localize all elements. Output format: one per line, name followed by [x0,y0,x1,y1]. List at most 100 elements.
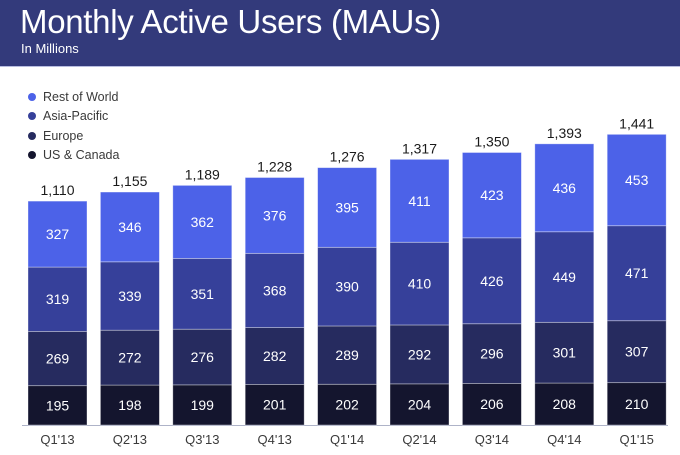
chart-title: Monthly Active Users (MAUs) [20,3,441,40]
total-value-label: 1,317 [402,140,437,156]
bar-segment-europe [606,320,667,384]
legend-swatch [28,112,36,121]
legend-label: Asia-Pacific [43,109,109,124]
segment-value-label: 292 [408,346,432,362]
bar-segment-europe [27,331,88,387]
legend-swatch [28,131,36,140]
legend-swatch [28,92,36,101]
legend-label: US & Canada [43,148,120,163]
bar-segment-rest-of-world [317,167,378,248]
bar-segment-asia-pacific [27,266,88,332]
bar-q2-13: 198 272 339 346 1,155 Q2'13 [100,173,160,447]
segment-value-label: 199 [191,397,215,413]
bar-segment-europe [100,329,160,386]
segment-value-label: 449 [553,269,577,285]
bar-segment-europe [534,321,595,384]
segment-value-label: 202 [335,397,359,413]
segment-value-label: 453 [625,172,649,188]
segment-value-label: 201 [263,397,287,413]
bar-segment-us-canada [172,384,233,426]
chart-subtitle: In Millions [21,41,79,56]
segment-value-label: 423 [480,187,504,203]
bar-q3-14: 206 296 426 423 1,350 Q3'14 [461,134,522,447]
legend-label: Rest of World [43,89,119,104]
segment-value-label: 276 [191,349,215,365]
bar-q2-14: 204 292 410 411 1,317 Q2'14 [389,140,450,447]
total-value-label: 1,350 [474,134,509,150]
bar-segment-us-canada [317,383,378,426]
segment-value-label: 471 [625,265,649,281]
bar-segment-asia-pacific [389,241,450,326]
total-value-label: 1,441 [619,115,654,131]
segment-value-label: 319 [46,291,70,307]
legend-item-rest-of-world: Rest of World [28,87,119,107]
bar-q1-14: 202 289 390 395 1,276 Q1'14 [317,149,378,447]
x-tick-label: Q3'14 [475,432,509,447]
bar-segment-asia-pacific [606,225,667,322]
total-value-label: 1,189 [185,166,220,182]
x-tick-label: Q1'15 [620,432,654,447]
segment-value-label: 390 [335,279,359,295]
bar-segment-europe [317,325,378,385]
bar-segment-rest-of-world [389,158,450,243]
x-tick-label: Q4'14 [547,432,581,447]
segment-value-label: 327 [46,226,70,242]
bar-segment-us-canada [100,384,160,426]
legend-item-europe: Europe [28,126,119,146]
segment-value-label: 339 [118,288,142,304]
total-value-label: 1,155 [112,173,147,189]
bar-segment-rest-of-world [461,152,522,239]
bar-segment-asia-pacific [461,237,522,325]
bar-segment-europe [244,327,305,385]
bar-segment-rest-of-world [172,184,233,259]
segment-value-label: 368 [263,282,287,298]
bar-segment-us-canada [606,382,667,426]
segment-value-label: 351 [191,286,215,302]
x-tick-label: Q2'14 [402,432,436,447]
x-tick-label: Q1'13 [40,432,74,447]
segment-value-label: 195 [46,397,70,413]
segment-value-label: 376 [263,207,287,223]
legend: Rest of World Asia-Pacific Europe US & Cana… [28,87,119,165]
segment-value-label: 210 [625,396,649,412]
segment-value-label: 436 [553,180,577,196]
total-value-label: 1,110 [41,182,75,198]
bar-segment-us-canada [27,385,88,426]
total-value-label: 1,276 [330,149,365,165]
bar-q1-15: 210 307 471 453 1,441 Q1'15 [606,115,667,447]
bar-segment-europe [172,328,233,386]
segment-value-label: 362 [191,214,215,230]
bar-segment-asia-pacific [317,246,378,327]
bar-segment-rest-of-world [606,133,667,227]
segment-value-label: 296 [480,346,504,362]
bar-segment-rest-of-world [27,200,88,268]
bar-q3-13: 199 276 351 362 1,189 Q3'13 [172,166,233,447]
bar-segment-us-canada [461,383,522,426]
segment-value-label: 269 [46,351,70,367]
bar-segment-rest-of-world [100,191,160,263]
bar-segment-asia-pacific [534,231,595,323]
chart-header: Monthly Active Users (MAUs) In Millions [0,0,680,67]
bar-q1-13: 195 269 319 327 1,110 Q1'13 [27,182,88,447]
x-tick-label: Q2'13 [113,432,147,447]
legend-swatch [28,151,36,160]
total-value-label: 1,393 [547,125,582,141]
segment-value-label: 208 [553,396,577,412]
x-tick-label: Q1'14 [330,432,364,447]
bar-q4-13: 201 282 368 376 1,228 Q4'13 [244,159,305,447]
segment-value-label: 307 [625,344,649,360]
bar-segment-us-canada [244,384,305,426]
segment-value-label: 272 [118,350,142,366]
bar-q4-14: 208 301 449 436 1,393 Q4'14 [534,125,595,447]
segment-value-label: 395 [335,199,359,215]
segment-value-label: 410 [408,276,432,292]
bar-segment-rest-of-world [244,177,305,254]
segment-value-label: 289 [335,347,359,363]
legend-item-us-canada: US & Canada [28,146,119,166]
bar-segment-asia-pacific [244,252,305,328]
legend-label: Europe [43,128,84,143]
segment-value-label: 198 [118,397,142,413]
segment-value-label: 426 [480,273,504,289]
segment-value-label: 206 [480,396,504,412]
